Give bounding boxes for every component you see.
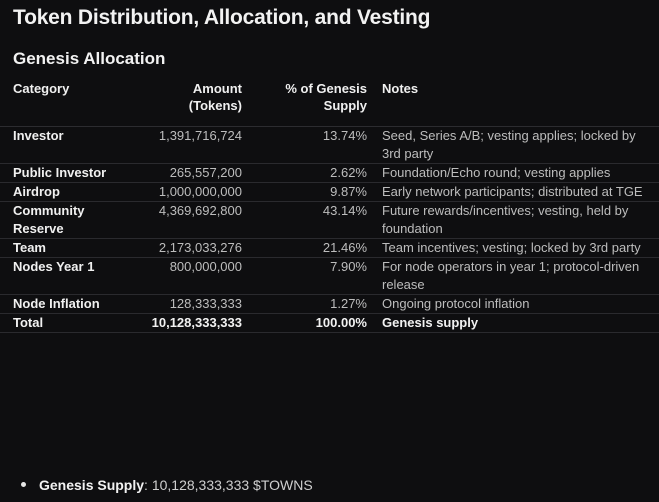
table-row: Team 2,173,033,276 21.46% Team incentive… (0, 238, 659, 258)
genesis-supply-bullet: Genesis Supply: 10,128,333,333 $TOWNS (21, 477, 313, 493)
header-percent: % of Genesis Supply (242, 80, 367, 127)
row-amount: 1,391,716,724 (126, 126, 242, 164)
bullet-dot-icon (21, 481, 26, 487)
total-category: Total (0, 313, 126, 333)
row-percent: 1.27% (242, 294, 367, 314)
row-category: Airdrop (0, 182, 126, 202)
row-notes: Team incentives; vesting; locked by 3rd … (367, 238, 659, 258)
row-amount: 800,000,000 (126, 257, 242, 295)
row-category: Nodes Year 1 (0, 257, 126, 295)
total-percent: 100.00% (242, 313, 367, 333)
row-amount: 2,173,033,276 (126, 238, 242, 258)
table-header-row: Category Amount (Tokens) % of Genesis Supp… (0, 80, 659, 127)
section-heading: Genesis Allocation (13, 49, 166, 68)
header-notes: Notes (367, 80, 659, 127)
header-category: Category (0, 80, 126, 127)
table-row: Public Investor 265,557,200 2.62% Founda… (0, 163, 659, 183)
table-row: Node Inflation 128,333,333 1.27% Ongoing… (0, 294, 659, 314)
row-amount: 128,333,333 (126, 294, 242, 314)
row-percent: 2.62% (242, 163, 367, 183)
row-percent: 7.90% (242, 257, 367, 295)
row-category: Public Investor (0, 163, 126, 183)
row-percent: 9.87% (242, 182, 367, 202)
row-category: Community Reserve (0, 201, 126, 239)
row-category: Team (0, 238, 126, 258)
row-notes: For node operators in year 1; protocol-d… (367, 257, 659, 295)
table-total-row: Total 10,128,333,333 100.00% Genesis sup… (0, 313, 659, 333)
bullet-value: : 10,128,333,333 $TOWNS (144, 477, 313, 493)
total-notes: Genesis supply (367, 313, 659, 333)
row-notes: Ongoing protocol inflation (367, 294, 659, 314)
row-amount: 4,369,692,800 (126, 201, 242, 239)
table-row: Airdrop 1,000,000,000 9.87% Early networ… (0, 182, 659, 202)
table-row: Nodes Year 1 800,000,000 7.90% For node … (0, 257, 659, 295)
header-amount: Amount (Tokens) (126, 80, 242, 127)
table-row: Investor 1,391,716,724 13.74% Seed, Seri… (0, 126, 659, 164)
table-row: Community Reserve 4,369,692,800 43.14% F… (0, 201, 659, 239)
page-title: Token Distribution, Allocation, and Vest… (13, 6, 431, 29)
row-category: Node Inflation (0, 294, 126, 314)
row-amount: 1,000,000,000 (126, 182, 242, 202)
allocation-table: Category Amount (Tokens) % of Genesis Supp… (0, 80, 659, 333)
bullet-label: Genesis Supply (39, 477, 145, 493)
row-notes: Future rewards/incentives; vesting, held… (367, 201, 659, 239)
row-notes: Foundation/Echo round; vesting applies (367, 163, 659, 183)
row-amount: 265,557,200 (126, 163, 242, 183)
row-percent: 21.46% (242, 238, 367, 258)
total-amount: 10,128,333,333 (126, 313, 242, 333)
row-percent: 43.14% (242, 201, 367, 239)
row-category: Investor (0, 126, 126, 164)
row-percent: 13.74% (242, 126, 367, 164)
row-notes: Seed, Series A/B; vesting applies; locke… (367, 126, 659, 164)
row-notes: Early network participants; distributed … (367, 182, 659, 202)
